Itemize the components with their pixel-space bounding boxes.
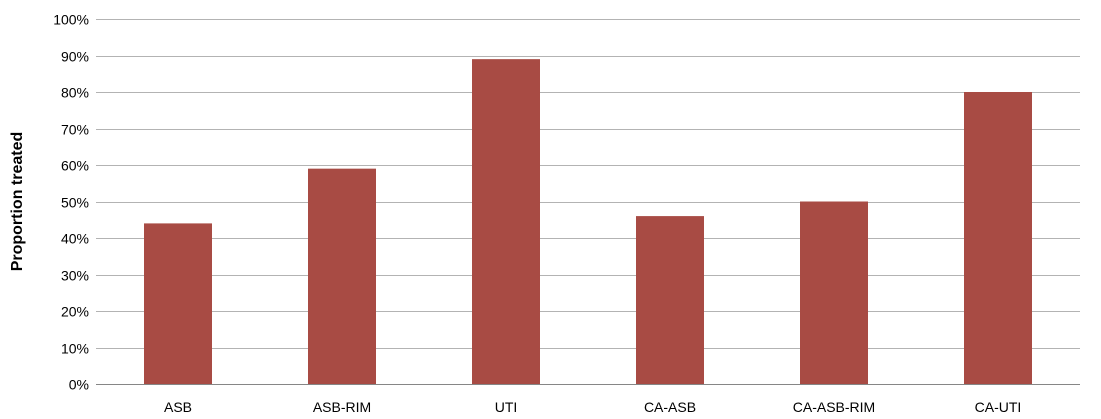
x-axis-tick-labels: ASB ASB-RIM UTI CA-ASB CA-ASB-RIM CA-UTI — [164, 399, 1021, 415]
bars — [144, 59, 1032, 385]
y-tick-label: 30% — [61, 268, 89, 284]
x-tick-label: CA-ASB — [644, 399, 696, 415]
bar-ca-asb-rim — [800, 201, 868, 384]
x-tick-label: ASB — [164, 399, 192, 415]
bar-asb — [144, 223, 212, 384]
y-tick-label: 80% — [61, 85, 89, 101]
y-tick-label: 100% — [53, 12, 89, 28]
y-tick-label: 20% — [61, 304, 89, 320]
gridlines — [96, 19, 1080, 349]
y-tick-label: 70% — [61, 122, 89, 138]
y-tick-label: 90% — [61, 49, 89, 65]
bar-ca-asb — [636, 216, 704, 384]
x-tick-label: ASB-RIM — [313, 399, 371, 415]
y-tick-label: 50% — [61, 195, 89, 211]
bar-asb-rim — [308, 168, 376, 384]
x-tick-label: CA-UTI — [975, 399, 1022, 415]
y-axis-label: Proportion treated — [9, 132, 26, 272]
y-tick-label: 60% — [61, 158, 89, 174]
y-tick-label: 10% — [61, 341, 89, 357]
y-axis-tick-labels: 0% 10% 20% 30% 40% 50% 60% 70% 80% 90% 100% — [53, 12, 89, 393]
x-tick-label: UTI — [495, 399, 518, 415]
bar-ca-uti — [964, 92, 1032, 384]
y-tick-label: 0% — [69, 377, 89, 393]
bar-uti — [472, 59, 540, 385]
x-tick-label: CA-ASB-RIM — [793, 399, 875, 415]
y-tick-label: 40% — [61, 231, 89, 247]
